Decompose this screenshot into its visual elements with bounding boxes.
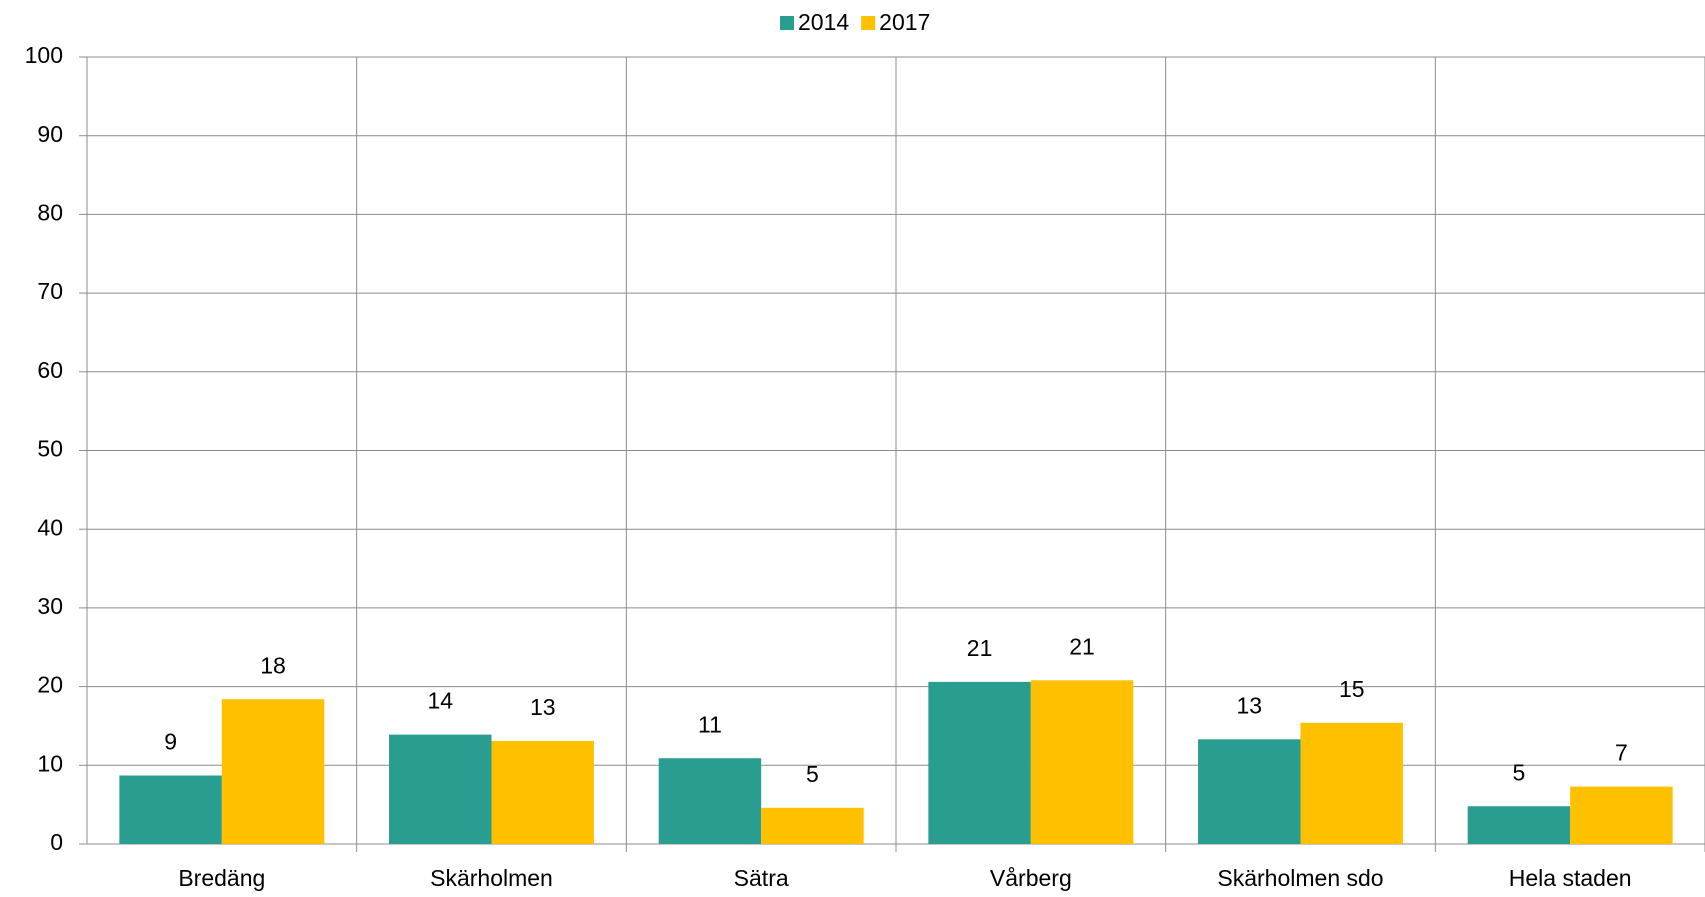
data-label: 5: [1513, 759, 1526, 785]
x-tick-label: Sätra: [734, 865, 789, 891]
y-tick-label: 90: [37, 121, 63, 147]
x-tick-label: Skärholmen sdo: [1217, 865, 1383, 891]
y-tick-label: 70: [37, 278, 63, 304]
data-label: 11: [698, 711, 722, 737]
x-tick-label: Skärholmen: [430, 865, 553, 891]
data-label: 21: [1069, 633, 1095, 659]
data-label: 21: [967, 635, 993, 661]
bar: [1467, 806, 1571, 844]
bar: [1570, 786, 1673, 844]
bar: [1300, 722, 1403, 844]
bar: [761, 807, 864, 844]
legend-label: 2017: [879, 9, 930, 35]
x-tick-label: Vårberg: [990, 865, 1072, 891]
data-label: 18: [260, 652, 286, 678]
y-tick-label: 30: [37, 593, 63, 619]
data-label: 9: [164, 729, 177, 755]
data-label: 7: [1615, 740, 1628, 766]
bar: [119, 775, 222, 844]
bar: [928, 681, 1031, 844]
bar: [221, 699, 325, 844]
legend-label: 2014: [798, 9, 849, 35]
data-label: 15: [1339, 676, 1365, 702]
bar: [1030, 680, 1134, 844]
data-label: 14: [427, 688, 453, 714]
y-tick-label: 0: [50, 829, 63, 855]
y-tick-label: 80: [37, 199, 63, 225]
y-tick-label: 20: [37, 672, 63, 698]
bar: [491, 740, 594, 844]
x-tick-label: Bredäng: [178, 865, 265, 891]
bar: [658, 758, 762, 844]
y-tick-label: 50: [37, 436, 63, 462]
data-label: 13: [530, 694, 556, 720]
data-label: 5: [806, 761, 819, 787]
bar: [1198, 739, 1301, 844]
y-tick-label: 10: [37, 750, 63, 776]
y-tick-label: 40: [37, 514, 63, 540]
legend-swatch: [780, 16, 794, 30]
legend-swatch: [861, 16, 876, 30]
y-tick-label: 60: [37, 357, 63, 383]
data-label: 13: [1236, 692, 1262, 718]
x-tick-label: Hela staden: [1509, 865, 1632, 891]
bar: [389, 734, 492, 844]
y-tick-label: 100: [25, 42, 63, 68]
